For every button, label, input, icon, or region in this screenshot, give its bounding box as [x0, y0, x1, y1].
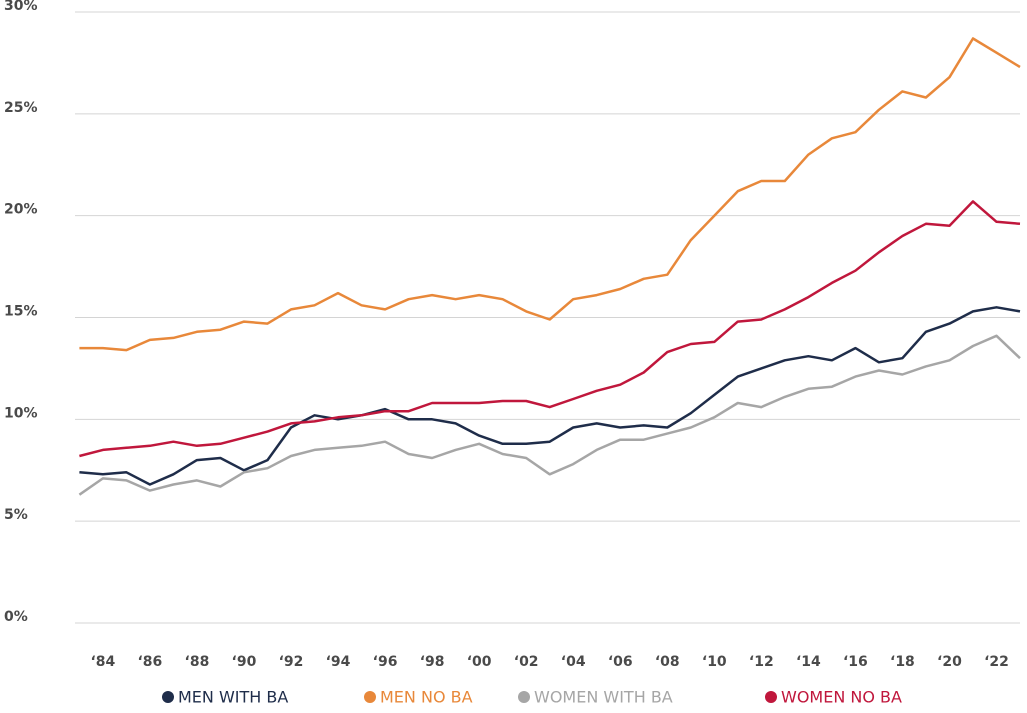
x-tick-label: ‘86 — [137, 654, 162, 670]
legend-marker — [364, 691, 376, 703]
x-tick-label: ‘88 — [185, 654, 210, 670]
x-tick-label: ‘08 — [655, 654, 680, 670]
y-tick-label: 20% — [4, 202, 38, 218]
legend-marker — [765, 691, 777, 703]
x-tick-label: ‘96 — [373, 654, 398, 670]
x-tick-label: ‘22 — [984, 654, 1009, 670]
x-tick-label: ‘90 — [232, 654, 257, 670]
series-line — [78, 334, 1021, 496]
x-tick-label: ‘84 — [90, 654, 115, 670]
legend-label: MEN NO BA — [380, 688, 473, 707]
x-tick-label: ‘12 — [749, 654, 774, 670]
legend-label: WOMEN NO BA — [781, 688, 902, 707]
y-tick-label: 30% — [4, 0, 38, 14]
y-tick-label: 15% — [4, 304, 38, 320]
x-tick-label: ‘06 — [608, 654, 633, 670]
y-tick-label: 0% — [4, 609, 28, 625]
series-line — [79, 37, 1021, 352]
x-tick-label: ‘92 — [279, 654, 304, 670]
y-tick-label: 5% — [4, 507, 28, 523]
series-line — [79, 306, 1021, 486]
x-tick-label: ‘20 — [937, 654, 962, 670]
x-tick-label: ‘98 — [420, 654, 445, 670]
x-tick-label: ‘10 — [702, 654, 727, 670]
legend-marker — [162, 691, 174, 703]
x-tick-label: ‘16 — [843, 654, 868, 670]
x-tick-label: ‘18 — [890, 654, 915, 670]
series-line — [79, 200, 1021, 458]
legend-label: MEN WITH BA — [178, 688, 288, 707]
y-tick-label: 25% — [4, 100, 38, 116]
x-tick-label: ‘02 — [514, 654, 539, 670]
legend-label: WOMEN WITH BA — [534, 688, 673, 707]
legend-marker — [518, 691, 530, 703]
x-tick-label: ‘94 — [326, 654, 351, 670]
x-tick-label: ‘00 — [467, 654, 492, 670]
x-tick-label: ‘14 — [796, 654, 821, 670]
x-tick-label: ‘04 — [561, 654, 586, 670]
y-tick-label: 10% — [4, 405, 38, 421]
